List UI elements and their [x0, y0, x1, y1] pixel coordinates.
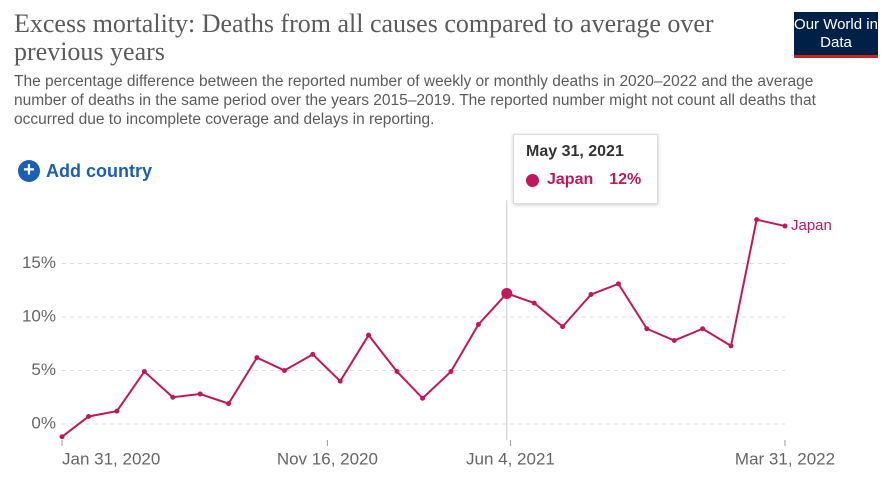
point [114, 408, 120, 414]
point [141, 369, 147, 375]
point [420, 395, 426, 401]
tooltip: May 31, 2021 Japan 12% [513, 134, 658, 204]
line [61, 218, 786, 438]
point [501, 287, 513, 299]
point [281, 367, 287, 373]
point [644, 326, 650, 332]
point [448, 369, 454, 375]
point [197, 391, 203, 397]
point [588, 292, 594, 298]
y-tick-label: 0% [31, 413, 56, 432]
point [560, 324, 566, 330]
button-label[interactable]: Add country [46, 160, 152, 181]
point [254, 355, 260, 361]
x-tick-label: Jan 31, 2020 [62, 449, 160, 468]
point [86, 413, 92, 419]
y-tick-label: 5% [31, 360, 56, 379]
chart-title: Excess mortality: Deaths from all causes… [14, 9, 714, 66]
tooltip-row: Japan 12% [526, 171, 645, 189]
point [366, 332, 372, 338]
point [475, 321, 481, 327]
point [671, 338, 677, 344]
tooltip-value: 12% [609, 171, 642, 188]
tooltip-date: May 31, 2021 [526, 143, 624, 160]
point [728, 343, 734, 349]
logo[interactable]: Our World in Data [794, 12, 878, 58]
point [531, 300, 537, 306]
y-tick-label: 15% [22, 253, 56, 272]
point [310, 351, 316, 357]
y-tick-label: 10% [22, 306, 56, 325]
x-tick-label: Nov 16, 2020 [277, 449, 378, 468]
x-tick-label: Mar 31, 2022 [735, 449, 835, 468]
chart-subtitle: The percentage difference between the re… [14, 73, 816, 128]
point [170, 394, 176, 400]
plus-icon: + [18, 160, 40, 182]
point [394, 369, 400, 375]
point [615, 281, 621, 287]
x-tick-label: Jun 4, 2021 [466, 449, 555, 468]
point [59, 434, 65, 440]
point [754, 217, 760, 223]
series-label: Japan [791, 217, 832, 234]
point [782, 223, 788, 229]
point [337, 378, 343, 384]
point [700, 326, 706, 332]
add-country-button[interactable]: + Add country [18, 160, 152, 182]
point [226, 401, 232, 407]
tooltip-dot [526, 173, 539, 187]
tooltip-series: Japan [547, 171, 594, 188]
